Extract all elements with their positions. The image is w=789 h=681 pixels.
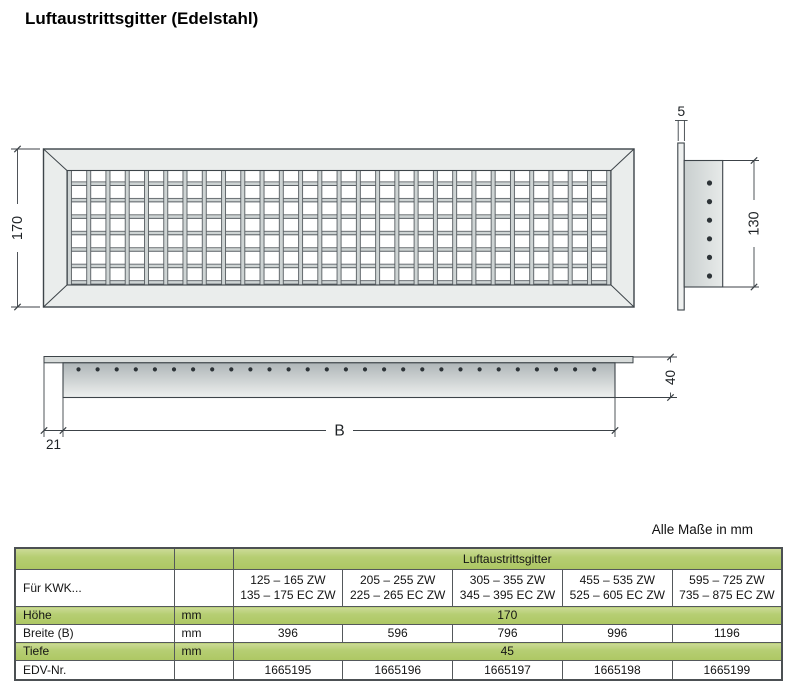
hoehe-value: 170	[232, 606, 783, 625]
bottom-duct-box	[62, 362, 616, 399]
table-row-tiefe: Tiefe mm 45	[14, 642, 783, 661]
frame-miter-lines	[42, 148, 635, 308]
table-row-hoehe: Höhe mm 170	[14, 606, 783, 625]
page-title: Luftaustrittsgitter (Edelstahl)	[25, 9, 259, 28]
header-empty-cell-2	[173, 547, 234, 570]
dim-width-B: B 21	[40, 357, 619, 452]
table-row-edv: EDV-Nr. 1665195 1665196 1665197 1665198 …	[14, 660, 783, 681]
breite-value: 1196	[671, 624, 783, 643]
breite-value: 596	[342, 624, 454, 643]
model-zw: 205 – 255 ZW	[360, 573, 436, 587]
model-cell: 125 – 165 ZW 135 – 175 EC ZW	[232, 569, 344, 607]
model-zw: 305 – 355 ZW	[469, 573, 546, 587]
model-zw: 595 – 725 ZW	[689, 573, 765, 587]
dim-front-height: 170	[9, 145, 40, 311]
breite-label: Breite (B)	[14, 624, 175, 643]
bottom-view	[43, 356, 634, 399]
edv-unit	[173, 660, 234, 681]
model-cell: 205 – 255 ZW 225 – 265 EC ZW	[342, 569, 454, 607]
tiefe-unit: mm	[173, 642, 234, 661]
model-ec: 525 – 605 EC ZW	[569, 588, 665, 602]
tiefe-value: 45	[232, 642, 783, 661]
grille-lamellas	[66, 169, 612, 286]
breite-unit: mm	[173, 624, 234, 643]
table-group-header: Luftaustrittsgitter	[232, 547, 783, 570]
edv-label: EDV-Nr.	[14, 660, 175, 681]
table-row-kwk: Für KWK... 125 – 165 ZW 135 – 175 EC ZW …	[14, 569, 783, 607]
bottom-pin-dots	[76, 367, 597, 372]
side-duct-box	[683, 159, 724, 288]
model-ec: 345 – 395 EC ZW	[459, 588, 556, 602]
units-note: Alle Maße in mm	[651, 522, 753, 537]
model-zw: 455 – 535 ZW	[579, 573, 655, 587]
hoehe-unit: mm	[173, 606, 234, 625]
dim-label-5: 5	[677, 103, 685, 119]
technical-drawing: 170 5 130	[9, 103, 763, 452]
side-pin-dots	[706, 180, 713, 279]
spec-table: Luftaustrittsgitter Für KWK... 125 – 165…	[14, 547, 783, 681]
model-ec: 735 – 875 EC ZW	[679, 588, 775, 602]
dim-label-B: B	[334, 423, 344, 440]
edv-value: 1665195	[232, 660, 344, 681]
dim-plate-thickness: 5	[675, 103, 688, 141]
dim-duct-height: 130	[723, 156, 763, 291]
dim-label-130: 130	[747, 211, 763, 235]
edv-value: 1665198	[561, 660, 673, 681]
front-view	[42, 148, 635, 308]
model-zw: 125 – 165 ZW	[250, 573, 326, 587]
dim-label-170: 170	[10, 216, 26, 240]
hoehe-label: Höhe	[14, 606, 175, 625]
model-ec: 225 – 265 EC ZW	[350, 588, 446, 602]
bottom-faceplate-strip	[43, 356, 634, 364]
dim-depth-40: 40	[615, 353, 678, 402]
dim-label-21: 21	[46, 437, 61, 452]
kwk-unit-cell	[173, 569, 234, 607]
header-empty-cell-1	[14, 547, 175, 570]
model-ec: 135 – 175 EC ZW	[240, 588, 336, 602]
edv-value: 1665197	[452, 660, 563, 681]
model-cell: 305 – 355 ZW 345 – 395 EC ZW	[452, 569, 563, 607]
edv-value: 1665199	[671, 660, 783, 681]
breite-value: 996	[561, 624, 673, 643]
model-cell: 455 – 535 ZW 525 – 605 EC ZW	[561, 569, 673, 607]
breite-value: 396	[232, 624, 344, 643]
side-faceplate	[677, 142, 685, 311]
model-cell: 595 – 725 ZW 735 – 875 EC ZW	[671, 569, 783, 607]
edv-value: 1665196	[342, 660, 454, 681]
breite-value: 796	[452, 624, 563, 643]
side-view	[677, 142, 724, 311]
table-row-breite: Breite (B) mm 396 596 796 996 1196	[14, 624, 783, 643]
dim-label-40: 40	[663, 370, 678, 385]
kwk-row-label: Für KWK...	[14, 569, 175, 607]
tiefe-label: Tiefe	[14, 642, 175, 661]
table-header-row: Luftaustrittsgitter	[14, 547, 783, 570]
